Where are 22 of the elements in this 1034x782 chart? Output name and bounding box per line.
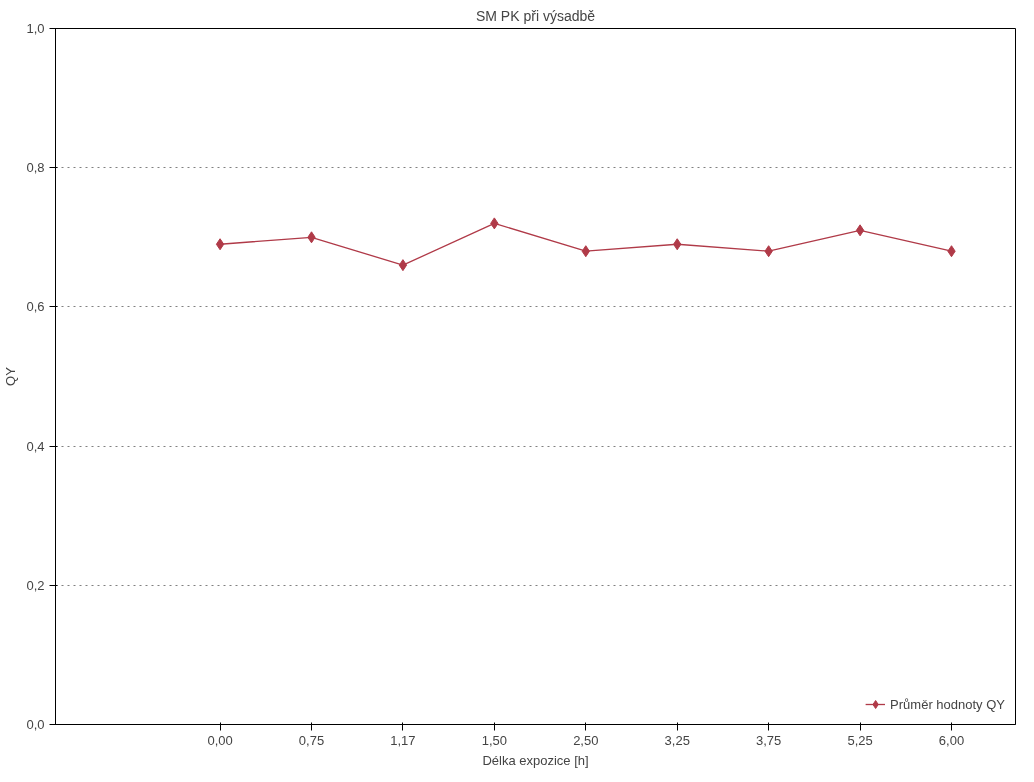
y-tick-label: 0,2 bbox=[26, 577, 45, 593]
y-tick-label: 0,4 bbox=[26, 438, 45, 454]
legend-label: Průměr hodnoty QY bbox=[890, 696, 1005, 712]
x-axis-title: Délka expozice [h] bbox=[482, 752, 589, 768]
point bbox=[215, 238, 225, 251]
x-tick-label: 0,00 bbox=[207, 732, 233, 748]
x-tick-label: 1,50 bbox=[481, 732, 508, 748]
x-tick-label: 3,75 bbox=[755, 732, 782, 748]
x-tick-label: 1,17 bbox=[390, 732, 416, 748]
y-axis-title: QY bbox=[3, 366, 19, 386]
x-tick-label: 0,75 bbox=[298, 732, 325, 748]
x-tick-label: 2,50 bbox=[573, 732, 599, 748]
y-tick-label: 0,8 bbox=[26, 160, 45, 176]
chart-title: SM PK při výsadbě bbox=[475, 7, 596, 24]
point bbox=[398, 259, 408, 272]
y-tick-label: 1,0 bbox=[26, 21, 45, 36]
y-tick-label: 0,0 bbox=[26, 717, 45, 732]
point bbox=[855, 224, 865, 237]
x-tick-label: 3,25 bbox=[664, 732, 690, 748]
y-tick-label: 0,6 bbox=[26, 299, 45, 315]
x-tick-label: 6,00 bbox=[938, 732, 965, 748]
x-tick-label: 5,25 bbox=[847, 732, 873, 748]
